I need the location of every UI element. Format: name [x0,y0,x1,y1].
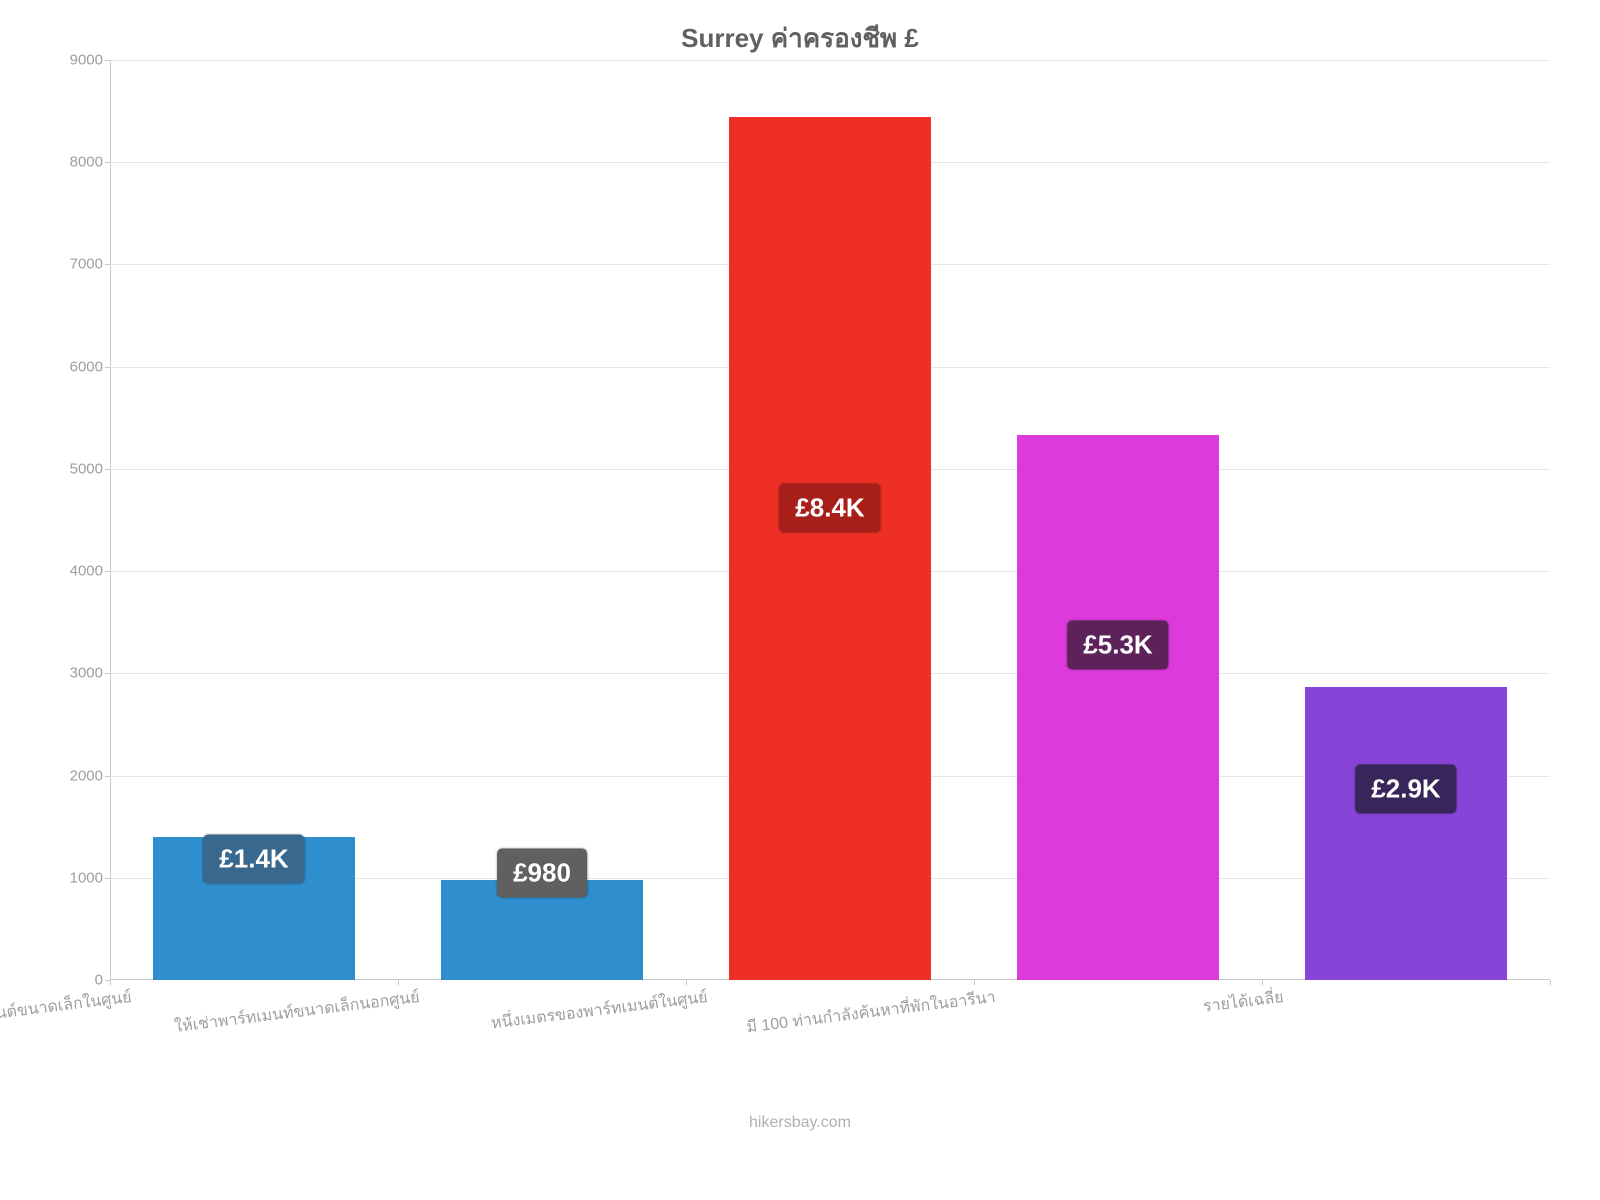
y-tick-label: 8000 [55,154,103,171]
x-axis-label: หนึ่งเมตรของพาร์ทเมนต์ในศูนย์ [388,985,709,1049]
bar-value-badge: £2.9K [1355,764,1456,813]
x-axis-label: รายได้เฉลี่ย [964,985,1285,1049]
x-tick-mark [1262,980,1263,985]
x-tick-mark [1550,980,1551,985]
bar [1017,435,1219,980]
y-tick-label: 1000 [55,869,103,886]
bar [1305,687,1507,980]
y-tick-label: 4000 [55,563,103,580]
x-tick-mark [974,980,975,985]
y-tick-label: 6000 [55,358,103,375]
y-axis-line [110,60,111,980]
bar [729,117,931,980]
bar-value-badge: £980 [497,848,587,897]
y-tick-mark [105,673,110,674]
bar-value-badge: £1.4K [203,835,304,884]
x-axis-label: มี 100 ท่านกำลังค้นหาที่พักในอารีนา [676,985,997,1049]
bar-value-badge: £5.3K [1067,620,1168,669]
x-axis-label: ให้เช่าพาร์ทเมนท์ขนาดเล็กนอกศูนย์ [100,985,421,1049]
y-tick-mark [105,571,110,572]
y-tick-mark [105,264,110,265]
x-tick-mark [110,980,111,985]
chart-footer: hikersbay.com [0,1114,1600,1132]
chart-container: Surrey ค่าครองชีพ £ 01000200030004000500… [0,0,1600,1200]
y-tick-label: 5000 [55,460,103,477]
y-tick-mark [105,60,110,61]
x-tick-mark [686,980,687,985]
chart-title: Surrey ค่าครองชีพ £ [0,18,1600,59]
x-tick-mark [398,980,399,985]
y-tick-label: 2000 [55,767,103,784]
y-tick-mark [105,878,110,879]
bar-value-badge: £8.4K [779,483,880,532]
y-tick-label: 7000 [55,256,103,273]
y-tick-mark [105,367,110,368]
y-tick-label: 0 [55,972,103,989]
plot-area: 0100020003000400050006000700080009000£1.… [110,60,1550,980]
y-tick-label: 9000 [55,52,103,69]
y-tick-mark [105,162,110,163]
y-tick-mark [105,469,110,470]
gridline [110,60,1550,61]
y-tick-label: 3000 [55,665,103,682]
y-tick-mark [105,776,110,777]
